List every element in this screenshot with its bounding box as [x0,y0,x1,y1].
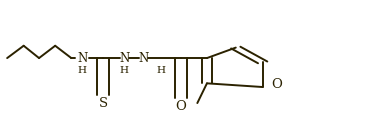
Text: S: S [99,97,108,110]
Text: H: H [156,66,165,75]
Text: N: N [119,52,130,65]
Text: O: O [271,78,282,91]
Text: N: N [77,52,87,65]
Text: H: H [77,66,87,75]
Text: O: O [175,100,186,113]
Text: N: N [139,52,149,65]
Text: H: H [120,66,129,75]
